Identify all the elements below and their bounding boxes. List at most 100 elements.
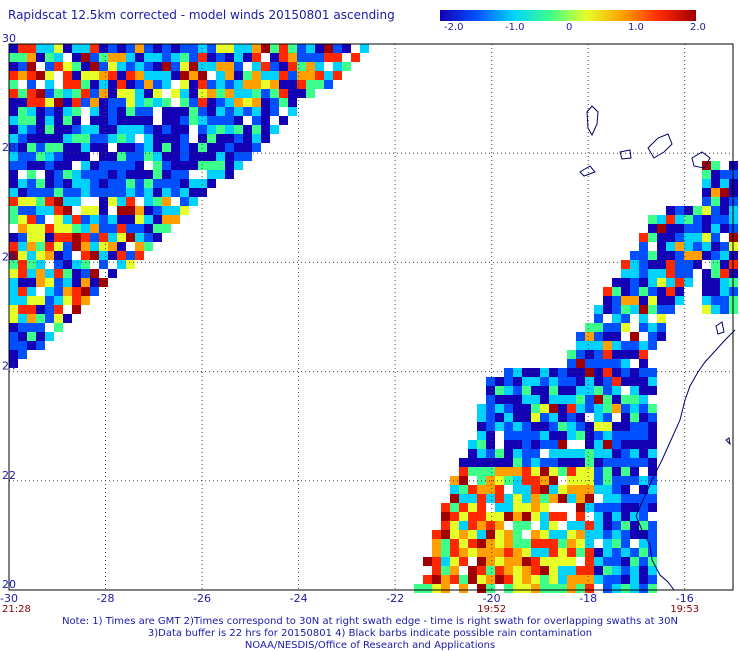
wind-cell xyxy=(18,206,27,215)
wind-cell xyxy=(261,116,270,125)
wind-cell xyxy=(576,476,585,485)
wind-cell xyxy=(252,53,261,62)
wind-cell xyxy=(585,557,594,566)
wind-cell xyxy=(702,206,711,215)
wind-cell xyxy=(54,305,63,314)
wind-cell xyxy=(144,152,153,161)
wind-cell xyxy=(576,341,585,350)
wind-cell xyxy=(288,44,297,53)
wind-cell xyxy=(45,224,54,233)
wind-cell xyxy=(657,296,666,305)
wind-cell xyxy=(630,494,639,503)
wind-cell xyxy=(36,116,45,125)
wind-cell xyxy=(630,476,639,485)
wind-cell xyxy=(558,485,567,494)
wind-cell xyxy=(639,512,648,521)
wind-cell xyxy=(504,494,513,503)
wind-cell xyxy=(63,80,72,89)
wind-cell xyxy=(135,107,144,116)
wind-cell xyxy=(702,296,711,305)
wind-cell xyxy=(153,125,162,134)
wind-cell xyxy=(81,62,90,71)
wind-cell xyxy=(27,44,36,53)
wind-cell xyxy=(594,530,603,539)
wind-cell xyxy=(72,71,81,80)
wind-cell xyxy=(585,395,594,404)
wind-cell xyxy=(522,575,531,584)
wind-cell xyxy=(234,53,243,62)
wind-cell xyxy=(549,548,558,557)
wind-cell xyxy=(108,116,117,125)
wind-cell xyxy=(666,224,675,233)
wind-cell xyxy=(9,287,18,296)
wind-cell xyxy=(459,476,468,485)
wind-cell xyxy=(270,71,279,80)
wind-cell xyxy=(549,584,558,593)
wind-cell xyxy=(90,71,99,80)
wind-cell xyxy=(450,557,459,566)
wind-cell xyxy=(540,575,549,584)
wind-cell xyxy=(567,521,576,530)
wind-cell xyxy=(252,116,261,125)
islet-2 xyxy=(725,437,731,446)
wind-cell xyxy=(531,440,540,449)
wind-cell xyxy=(162,116,171,125)
wind-cell xyxy=(333,53,342,62)
wind-cell xyxy=(234,143,243,152)
wind-cell xyxy=(72,125,81,134)
wind-cell xyxy=(540,386,549,395)
wind-cell xyxy=(648,539,657,548)
wind-cell xyxy=(648,233,657,242)
wind-cell xyxy=(522,539,531,548)
wind-cell xyxy=(90,269,99,278)
wind-cell xyxy=(198,134,207,143)
wind-cell xyxy=(504,575,513,584)
wind-cell xyxy=(486,548,495,557)
wind-cell xyxy=(72,179,81,188)
wind-cell xyxy=(279,98,288,107)
wind-cell xyxy=(549,377,558,386)
wind-cell xyxy=(18,233,27,242)
wind-cell xyxy=(639,314,648,323)
wind-cell xyxy=(63,233,72,242)
wind-cell xyxy=(711,224,720,233)
wind-cell xyxy=(63,98,72,107)
wind-cell xyxy=(189,71,198,80)
wind-cell xyxy=(495,449,504,458)
wind-cell xyxy=(639,305,648,314)
wind-cell xyxy=(513,539,522,548)
wind-cell xyxy=(9,179,18,188)
wind-cell xyxy=(18,314,27,323)
wind-cell xyxy=(486,440,495,449)
wind-cell xyxy=(126,107,135,116)
wind-cell xyxy=(540,476,549,485)
wind-cell xyxy=(648,548,657,557)
wind-cell xyxy=(648,440,657,449)
wind-cell xyxy=(720,179,729,188)
wind-cell xyxy=(594,521,603,530)
wind-cell xyxy=(639,368,648,377)
wind-cell xyxy=(621,395,630,404)
wind-cell xyxy=(135,71,144,80)
wind-cell xyxy=(117,53,126,62)
wind-cell xyxy=(216,143,225,152)
wind-cell xyxy=(531,584,540,593)
wind-cell xyxy=(81,269,90,278)
wind-cell xyxy=(630,458,639,467)
wind-cell xyxy=(180,170,189,179)
wind-cell xyxy=(81,80,90,89)
wind-cell xyxy=(648,467,657,476)
wind-cell xyxy=(450,521,459,530)
wind-cell xyxy=(504,476,513,485)
wind-cell xyxy=(180,116,189,125)
wind-cell xyxy=(36,89,45,98)
wind-cell xyxy=(711,206,720,215)
wind-cell xyxy=(153,44,162,53)
wind-cell xyxy=(648,287,657,296)
wind-cell xyxy=(630,467,639,476)
wind-cell xyxy=(675,233,684,242)
wind-cell xyxy=(207,44,216,53)
wind-cell xyxy=(252,107,261,116)
wind-cell xyxy=(504,557,513,566)
wind-cell xyxy=(657,260,666,269)
